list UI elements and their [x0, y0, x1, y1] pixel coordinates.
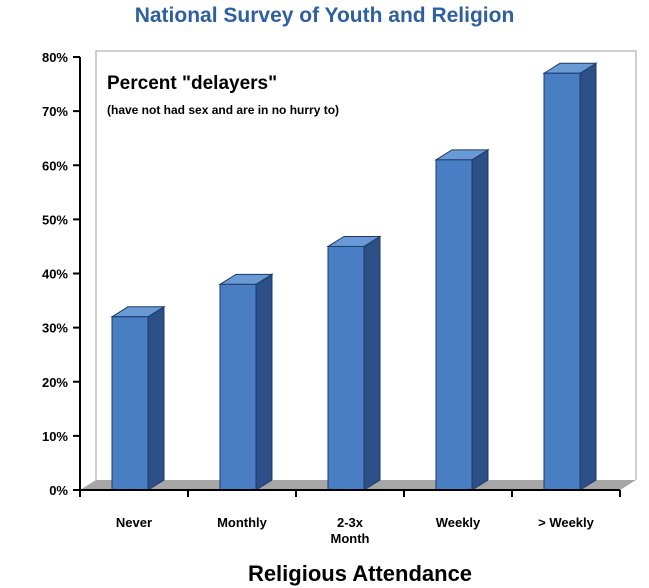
y-axis: 0% 10% 20% 30% 40% 50% 60% 70% 80%: [42, 50, 81, 498]
bar-front: [435, 159, 473, 491]
bar-front: [543, 72, 581, 491]
bar: [434, 148, 490, 491]
y-tick-label: 80%: [42, 50, 68, 65]
x-axis-label: Religious Attendance: [248, 561, 472, 586]
y-tick-label: 30%: [42, 321, 68, 336]
x-tick-label: Monthly: [217, 515, 268, 530]
bar-front: [327, 245, 365, 491]
back-wall: [95, 50, 637, 480]
bar: [542, 62, 598, 491]
y-tick-label: 20%: [42, 375, 68, 390]
x-tick-label: 2-3x Month: [331, 515, 370, 546]
y-tick-label: 0%: [49, 483, 68, 498]
bar-side: [471, 148, 489, 491]
y-tick-label: 70%: [42, 104, 68, 119]
bar-side: [147, 305, 165, 491]
bar-side: [255, 273, 273, 491]
annotation-title: Percent "delayers": [107, 73, 277, 94]
y-tick-label: 10%: [42, 429, 68, 444]
y-tick-label: 50%: [42, 212, 68, 227]
bar: [218, 273, 274, 491]
bars: [110, 62, 598, 491]
y-tick-label: 60%: [42, 158, 68, 173]
x-axis: Never Monthly 2-3x Month Weekly > Weekly: [79, 489, 621, 546]
bar-side: [579, 62, 597, 491]
annotation-subtitle: (have not had sex and are in no hurry to…: [107, 103, 339, 117]
x-tick-label: Weekly: [436, 515, 481, 530]
x-tick-label: > Weekly: [538, 515, 595, 530]
chart-title: National Survey of Youth and Religion: [134, 4, 515, 27]
bar: [326, 235, 382, 491]
x-tick-label: Never: [116, 515, 152, 530]
bar-front: [111, 316, 149, 491]
y-tick-label: 40%: [42, 267, 68, 282]
bar-front: [219, 283, 257, 491]
bar: [110, 305, 166, 491]
bar-side: [363, 235, 381, 491]
